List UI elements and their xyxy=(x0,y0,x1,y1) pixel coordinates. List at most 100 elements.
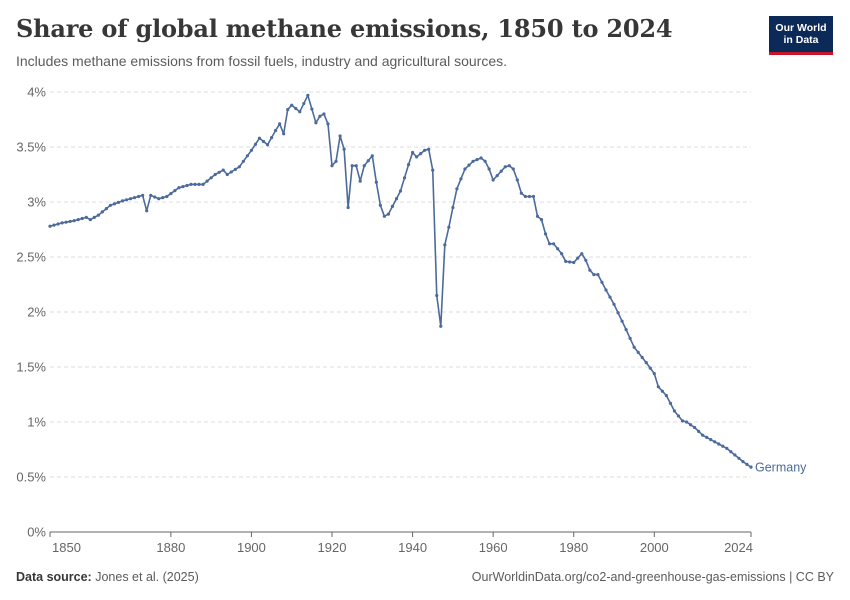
data-point xyxy=(447,225,451,229)
data-point xyxy=(173,189,177,193)
data-point xyxy=(491,178,495,182)
data-point xyxy=(721,444,725,448)
data-point xyxy=(161,196,165,200)
data-point xyxy=(237,165,241,169)
data-point xyxy=(608,295,612,299)
line-chart: 0%0.5%1%1.5%2%2.5%3%3.5%4% 1850 1880 1900 1… xyxy=(16,85,807,556)
data-point xyxy=(551,242,556,246)
data-point xyxy=(487,167,491,171)
data-point xyxy=(713,440,717,444)
data-point xyxy=(56,222,60,226)
data-point xyxy=(640,355,644,360)
data-point xyxy=(467,163,471,167)
x-tick-label: 1850 xyxy=(52,540,81,555)
series-label-germany: Germany xyxy=(755,461,807,475)
y-tick-label: 2.5% xyxy=(16,250,46,265)
data-point xyxy=(48,224,52,228)
data-point xyxy=(64,220,68,224)
data-point xyxy=(346,205,350,210)
data-point xyxy=(672,409,677,413)
data-point xyxy=(84,215,88,219)
data-point xyxy=(294,106,298,111)
data-point xyxy=(475,158,479,162)
data-point xyxy=(169,191,173,196)
data-point xyxy=(483,159,487,163)
data-point xyxy=(515,178,519,182)
data-point xyxy=(580,252,584,256)
chart-subtitle: Includes methane emissions from fossil f… xyxy=(16,53,507,69)
data-point xyxy=(302,101,306,106)
data-point xyxy=(257,136,262,140)
data-point xyxy=(88,218,92,222)
data-point xyxy=(265,143,270,147)
data-point xyxy=(338,134,342,138)
data-point xyxy=(278,122,282,126)
data-point xyxy=(471,159,475,163)
data-point xyxy=(652,372,656,376)
x-tick-label: 1940 xyxy=(398,540,427,555)
source-url-link[interactable]: OurWorldinData.org/co2-and-greenhouse-ga… xyxy=(471,570,834,584)
series-line-germany xyxy=(49,94,752,468)
x-tick-label: 1960 xyxy=(479,540,508,555)
data-point xyxy=(149,193,153,197)
chart-title: Share of global methane emissions, 1850 … xyxy=(16,14,673,43)
data-point xyxy=(374,180,378,184)
data-point xyxy=(370,154,374,158)
data-point xyxy=(290,103,294,107)
data-point xyxy=(527,194,532,199)
data-point xyxy=(688,423,693,427)
data-source-text: Jones et al. (2025) xyxy=(95,570,199,584)
data-point xyxy=(177,186,181,190)
data-point xyxy=(749,465,753,469)
data-point xyxy=(350,164,354,168)
grid-lines xyxy=(50,91,751,533)
data-point xyxy=(221,168,225,172)
x-tick-label: 1900 xyxy=(237,540,266,555)
data-point xyxy=(459,177,463,181)
data-point xyxy=(354,164,358,168)
data-point xyxy=(394,197,399,201)
y-tick-label: 4% xyxy=(27,85,46,100)
data-point xyxy=(668,401,673,405)
data-point xyxy=(588,268,592,272)
data-point xyxy=(547,242,552,246)
data-point xyxy=(564,259,568,263)
owid-logo[interactable]: Our World in Data xyxy=(769,16,833,55)
data-point xyxy=(269,136,274,140)
data-point xyxy=(600,280,604,284)
data-point xyxy=(455,187,459,191)
data-point xyxy=(310,107,314,111)
data-point xyxy=(439,324,443,328)
data-point xyxy=(556,247,560,251)
data-point xyxy=(632,345,636,349)
data-point xyxy=(286,108,290,112)
y-tick-label: 3% xyxy=(27,195,46,210)
data-point xyxy=(624,328,628,332)
logo-line-2: in Data xyxy=(783,34,819,46)
data-point xyxy=(717,442,721,446)
data-point xyxy=(511,167,515,171)
data-point xyxy=(535,214,540,218)
data-point xyxy=(330,164,334,168)
data-point xyxy=(52,223,56,227)
data-point xyxy=(229,170,233,174)
data-point xyxy=(560,252,564,256)
data-point xyxy=(423,148,427,152)
data-point xyxy=(451,205,455,210)
data-point xyxy=(620,319,624,323)
data-point xyxy=(322,112,326,116)
data-point xyxy=(402,176,407,180)
data-point xyxy=(80,216,84,221)
y-tick-label: 0.5% xyxy=(16,470,46,485)
data-point xyxy=(386,212,391,216)
data-point xyxy=(709,438,713,442)
y-tick-label: 2% xyxy=(27,305,46,320)
data-point xyxy=(68,219,72,224)
data-point xyxy=(60,221,64,225)
data-point xyxy=(233,167,237,171)
data-point xyxy=(427,147,431,151)
x-tick-label: 1980 xyxy=(559,540,588,555)
data-point xyxy=(519,191,523,195)
data-point xyxy=(334,159,338,163)
data-point xyxy=(197,182,201,186)
